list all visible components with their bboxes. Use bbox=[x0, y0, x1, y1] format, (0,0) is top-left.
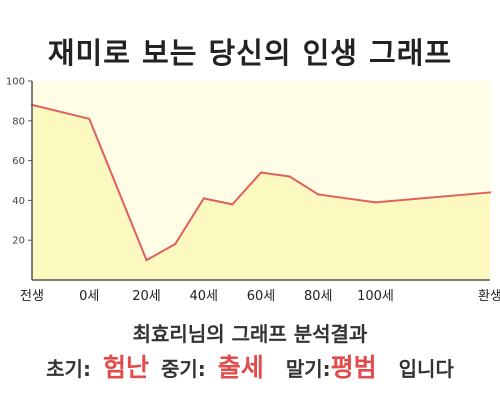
x-tick-label: 0세 bbox=[79, 289, 99, 304]
early-label: 초기: bbox=[46, 357, 91, 381]
y-tick-label: 80 bbox=[12, 116, 25, 127]
data-point-4 bbox=[202, 197, 205, 200]
data-point-6 bbox=[259, 171, 263, 174]
data-point-3 bbox=[173, 242, 177, 246]
y-tick-label: 100 bbox=[6, 77, 25, 88]
y-tick-label: 60 bbox=[12, 156, 25, 167]
x-tick-label: 20세 bbox=[132, 289, 161, 304]
y-tick-label: 40 bbox=[12, 196, 25, 207]
y-tick-label: 20 bbox=[12, 236, 25, 247]
data-point-5 bbox=[231, 203, 234, 206]
data-point-1 bbox=[88, 117, 91, 121]
result-suffix: 입니다 bbox=[398, 357, 454, 381]
area-fill bbox=[32, 104, 490, 280]
life-graph-chart: 20 40 60 80 100 전생 0세 20세 40세 60세 80세 100세 환생 bbox=[6, 77, 500, 305]
result-heading: 최효리님의 그래프 분석결과 bbox=[132, 322, 368, 346]
x-tick-label: 전생 bbox=[20, 289, 44, 304]
early-value: 험난 bbox=[102, 353, 149, 382]
chart-title: 재미로 보는 당신의 인생 그래프 bbox=[47, 36, 453, 70]
x-tick-label: 80세 bbox=[304, 289, 333, 304]
data-point-10 bbox=[488, 191, 492, 194]
late-value: 평범 bbox=[330, 353, 377, 382]
mid-label: 중기: bbox=[160, 357, 206, 381]
x-tick-label: 환생 bbox=[478, 289, 500, 304]
x-tick-label: 40세 bbox=[189, 289, 218, 304]
late-label: 말기: bbox=[285, 357, 331, 381]
data-point-7 bbox=[288, 175, 291, 178]
x-tick-label: 100세 bbox=[357, 289, 394, 304]
data-point-9 bbox=[374, 201, 377, 204]
data-point-8 bbox=[317, 193, 320, 196]
mid-value: 출세 bbox=[217, 353, 264, 382]
result-summary: 초기: 험난 중기: 출세 말기:평범 입니다 bbox=[0, 348, 500, 384]
x-tick-label: 60세 bbox=[247, 289, 276, 304]
data-point-2 bbox=[145, 258, 148, 262]
